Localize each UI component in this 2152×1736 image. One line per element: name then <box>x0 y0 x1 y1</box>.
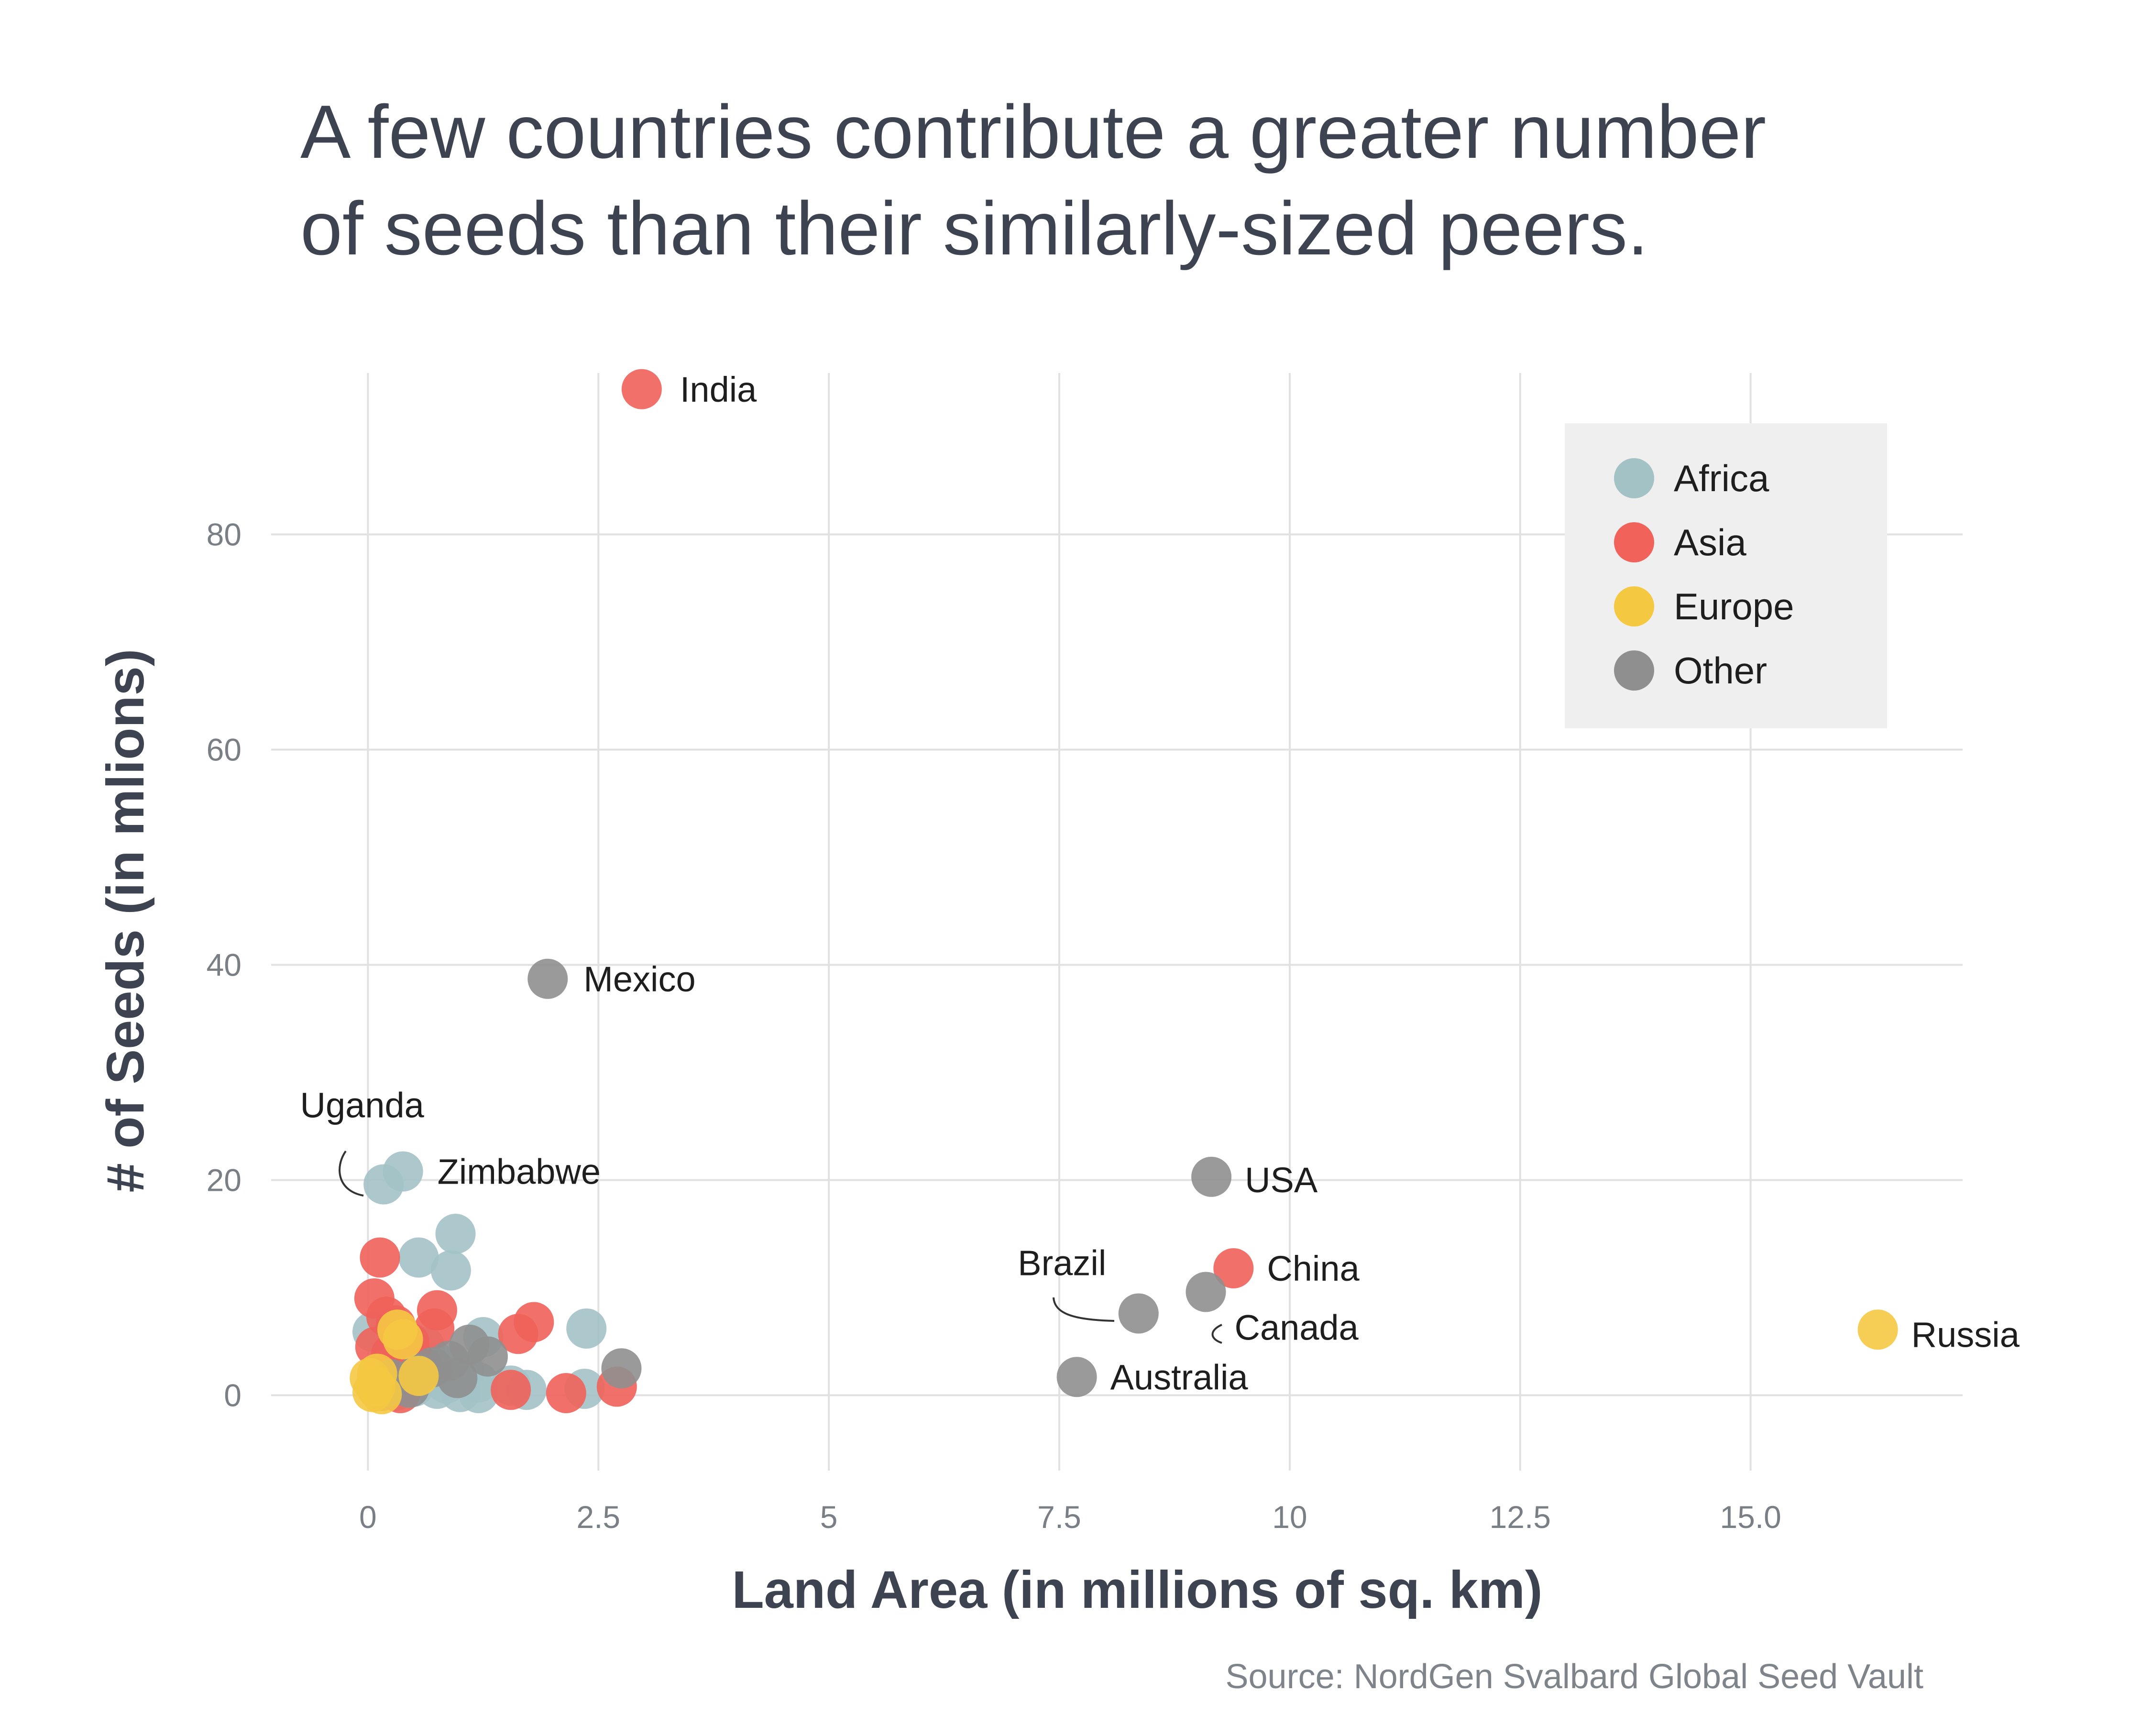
data-points <box>350 369 1898 1415</box>
point-asia <box>360 1237 400 1278</box>
point-other <box>467 1336 508 1377</box>
point-africa <box>430 1250 471 1291</box>
point-other <box>429 1340 470 1381</box>
point-asia <box>1213 1248 1254 1288</box>
point-other <box>601 1348 642 1389</box>
point-label-zimbabwe: Zimbabwe <box>438 1152 601 1192</box>
label-leader-uganda <box>339 1150 364 1197</box>
point-asia <box>491 1370 531 1410</box>
x-tick-label: 12.5 <box>1490 1499 1551 1535</box>
point-africa <box>566 1308 607 1349</box>
x-tick-label: 15.0 <box>1720 1499 1781 1535</box>
y-tick-label: 20 <box>207 1163 242 1198</box>
point-other <box>1118 1293 1159 1334</box>
point-other <box>527 958 568 999</box>
y-axis-ticks: 0 20 40 60 80 <box>207 517 242 1413</box>
chart-title: A few countries contribute a greater num… <box>300 90 1766 271</box>
legend-label-other: Other <box>1674 649 1767 692</box>
x-tick-label: 7.5 <box>1037 1499 1081 1535</box>
x-tick-label: 2.5 <box>576 1499 620 1535</box>
x-tick-label: 5 <box>820 1499 838 1535</box>
y-tick-label: 80 <box>207 517 242 552</box>
y-tick-label: 60 <box>207 732 242 768</box>
point-africa <box>398 1237 439 1278</box>
x-axis-title: Land Area (in millions of sq. km) <box>732 1560 1542 1619</box>
point-africa <box>383 1151 423 1192</box>
point-europe <box>398 1356 439 1396</box>
chart-title-line-1: A few countries contribute a greater num… <box>300 90 1766 174</box>
point-labels: India Mexico Uganda Zimbabwe USA China Brazil C… <box>300 370 2020 1397</box>
point-europe <box>355 1366 395 1407</box>
legend-label-europe: Europe <box>1674 585 1794 627</box>
point-africa <box>435 1214 476 1254</box>
point-label-brazil: Brazil <box>1018 1243 1106 1283</box>
point-label-mexico: Mexico <box>583 959 695 999</box>
label-leader-brazil <box>1053 1297 1115 1322</box>
legend-swatch-europe <box>1614 586 1654 626</box>
point-asia <box>621 369 662 409</box>
legend-swatch-asia <box>1614 522 1654 562</box>
legend-swatch-africa <box>1614 458 1654 498</box>
x-axis-ticks: 0 2.5 5 7.5 10 12.5 15.0 <box>359 1499 1781 1535</box>
point-europe <box>383 1319 423 1360</box>
x-tick-label: 0 <box>359 1499 377 1535</box>
grid-lines <box>271 373 1963 1471</box>
source-note: Source: NordGen Svalbard Global Seed Vau… <box>1225 1658 1923 1696</box>
legend-label-asia: Asia <box>1674 521 1746 563</box>
legend: Africa Asia Europe Other <box>1565 423 1887 728</box>
chart-title-line-2: of seeds than their similarly-sized peer… <box>300 187 1648 271</box>
x-tick-label: 10 <box>1272 1499 1307 1535</box>
legend-swatch-other <box>1614 650 1654 691</box>
y-axis-title: # of Seeds (in mlions) <box>96 649 155 1193</box>
point-label-russia: Russia <box>1911 1315 2020 1354</box>
y-tick-label: 0 <box>224 1378 242 1413</box>
point-asia <box>498 1314 538 1354</box>
point-label-china: China <box>1267 1249 1360 1288</box>
point-asia <box>546 1373 586 1413</box>
point-europe <box>1857 1309 1898 1350</box>
point-label-india: India <box>680 370 757 409</box>
point-other <box>1056 1357 1097 1397</box>
point-label-usa: USA <box>1245 1160 1318 1200</box>
label-leaders <box>339 1150 1222 1344</box>
y-tick-label: 40 <box>207 947 242 983</box>
point-other <box>1186 1272 1226 1312</box>
point-label-australia: Australia <box>1110 1357 1249 1397</box>
legend-label-africa: Africa <box>1674 457 1769 499</box>
label-leader-canada <box>1211 1324 1222 1344</box>
point-other <box>1191 1156 1232 1197</box>
point-label-uganda: Uganda <box>300 1086 425 1125</box>
point-label-canada: Canada <box>1235 1308 1359 1348</box>
